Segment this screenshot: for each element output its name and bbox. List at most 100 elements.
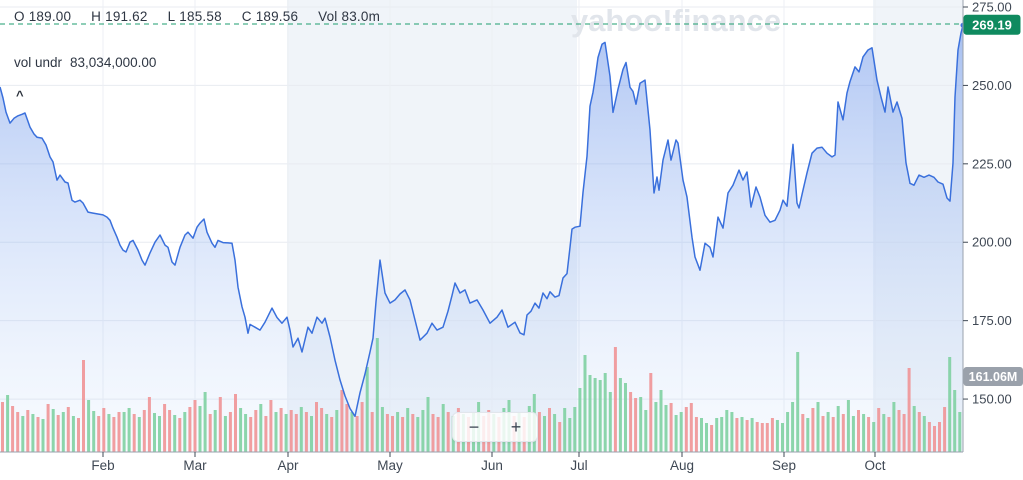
volume-bar-up bbox=[851, 416, 855, 452]
volume-bar-down bbox=[16, 412, 20, 452]
volume-bar-down bbox=[228, 412, 232, 452]
volume-bar-up bbox=[882, 414, 886, 452]
volume-bar-up bbox=[715, 418, 719, 452]
volume-bar-up bbox=[806, 418, 810, 452]
volume-bar-down bbox=[234, 394, 237, 452]
volume-bar-up bbox=[198, 406, 202, 452]
volume-bar-down bbox=[446, 412, 450, 452]
zoom-out-button[interactable]: − bbox=[459, 418, 490, 436]
volume-bar-down bbox=[411, 414, 415, 452]
volume-bar-down bbox=[902, 414, 906, 452]
price-axis-label: 150.00 bbox=[972, 392, 1012, 407]
zoom-in-button[interactable]: + bbox=[501, 418, 532, 436]
x-axis-label: Oct bbox=[864, 458, 885, 473]
volume-bar-up bbox=[553, 414, 557, 452]
chart-marker-caret: ^ bbox=[16, 88, 24, 103]
volume-bar-up bbox=[421, 410, 425, 452]
volume-bar-down bbox=[289, 410, 293, 452]
volume-bar-up bbox=[725, 410, 729, 452]
volume-bar-down bbox=[436, 417, 440, 452]
volume-bar-down bbox=[897, 410, 901, 452]
volume-bar-down bbox=[401, 417, 405, 452]
volume-bar-up bbox=[775, 420, 779, 452]
volume-bar-down bbox=[188, 407, 192, 452]
volume-bar-up bbox=[578, 388, 582, 452]
volume-bar-down bbox=[279, 408, 283, 452]
volume-bar-down bbox=[689, 403, 693, 452]
volume-bar-up bbox=[153, 413, 156, 452]
volume-bar-down bbox=[770, 418, 774, 452]
volume-bar-up bbox=[664, 405, 668, 452]
volume-bar-down bbox=[370, 412, 374, 452]
volume-bar-up bbox=[603, 373, 607, 452]
volume-bar-up bbox=[6, 395, 10, 452]
volume-bar-down bbox=[613, 347, 617, 452]
volume-bar-up bbox=[61, 412, 65, 452]
ohlc-legend: O 189.00 H 191.62 L 185.58 C 189.56 Vol 83.0m bbox=[14, 9, 396, 24]
volume-bar-up bbox=[700, 418, 703, 452]
volume-bar-down bbox=[887, 417, 891, 452]
volume-bar-down bbox=[391, 416, 394, 452]
volume-bar-down bbox=[345, 404, 349, 452]
volume-bar-down bbox=[943, 407, 947, 452]
volume-bar-down bbox=[254, 410, 258, 452]
volume-bar-up bbox=[284, 414, 288, 452]
volume-bar-up bbox=[953, 390, 957, 452]
volume-bar-down bbox=[82, 360, 85, 452]
volume-bar-up bbox=[862, 414, 866, 452]
volume-bar-down bbox=[431, 414, 435, 452]
current-volume-badge-text: 161.06M bbox=[969, 370, 1018, 384]
volume-bar-down bbox=[537, 412, 541, 452]
volume-bar-up bbox=[608, 392, 612, 452]
volume-bar-up bbox=[740, 417, 744, 452]
volume-bar-up bbox=[416, 417, 420, 452]
volume-bar-down bbox=[46, 404, 50, 452]
volume-bar-up bbox=[543, 416, 546, 452]
volume-bar-up bbox=[583, 355, 587, 452]
volume-bar-up bbox=[223, 416, 227, 452]
volume-bar-up bbox=[239, 408, 243, 452]
volume-bar-up bbox=[836, 406, 840, 452]
volume-bar-down bbox=[649, 373, 653, 452]
volume-bar-up bbox=[618, 378, 622, 452]
volume-bar-up bbox=[786, 412, 790, 452]
volume-bar-up bbox=[922, 416, 926, 452]
volume-bar-up bbox=[872, 422, 876, 452]
volume-bar-down bbox=[548, 408, 551, 452]
volume-bar-down bbox=[760, 423, 764, 452]
volume-bar-up bbox=[380, 407, 384, 452]
price-axis-label: 250.00 bbox=[972, 78, 1012, 93]
volume-bar-down bbox=[193, 400, 197, 452]
volume-bar-down bbox=[684, 407, 688, 452]
volume-bar-up bbox=[750, 418, 754, 452]
volume-bar-up bbox=[958, 412, 962, 452]
volume-bar-down bbox=[938, 422, 941, 452]
volume-bar-down bbox=[933, 426, 936, 452]
volume-bar-down bbox=[218, 397, 222, 452]
volume-bar-up bbox=[826, 412, 830, 452]
volume-bar-down bbox=[831, 417, 835, 452]
volume-bar-down bbox=[907, 368, 911, 452]
volume-bar-down bbox=[294, 414, 298, 452]
volume-bar-down bbox=[132, 414, 136, 452]
volume-bar-up bbox=[325, 414, 329, 452]
volume-bar-up bbox=[107, 414, 111, 452]
volume-bar-up bbox=[51, 409, 55, 452]
volume-bar-up bbox=[310, 416, 313, 452]
volume-bar-down bbox=[821, 416, 825, 452]
volume-bar-up bbox=[573, 407, 577, 452]
volume-bar-down bbox=[355, 416, 359, 452]
volume-bar-down bbox=[168, 410, 172, 452]
volume-bar-down bbox=[269, 400, 273, 452]
volume-bar-up bbox=[335, 410, 339, 452]
volume-bar-up bbox=[365, 367, 369, 452]
volume-bar-up bbox=[720, 417, 724, 452]
volume-bar-down bbox=[755, 422, 759, 452]
volume-bar-up bbox=[588, 375, 592, 452]
volume-bar-up bbox=[563, 408, 567, 452]
volume-bar-down bbox=[112, 417, 116, 452]
zoom-control[interactable]: − + bbox=[452, 412, 538, 442]
volume-bar-up bbox=[173, 415, 177, 452]
